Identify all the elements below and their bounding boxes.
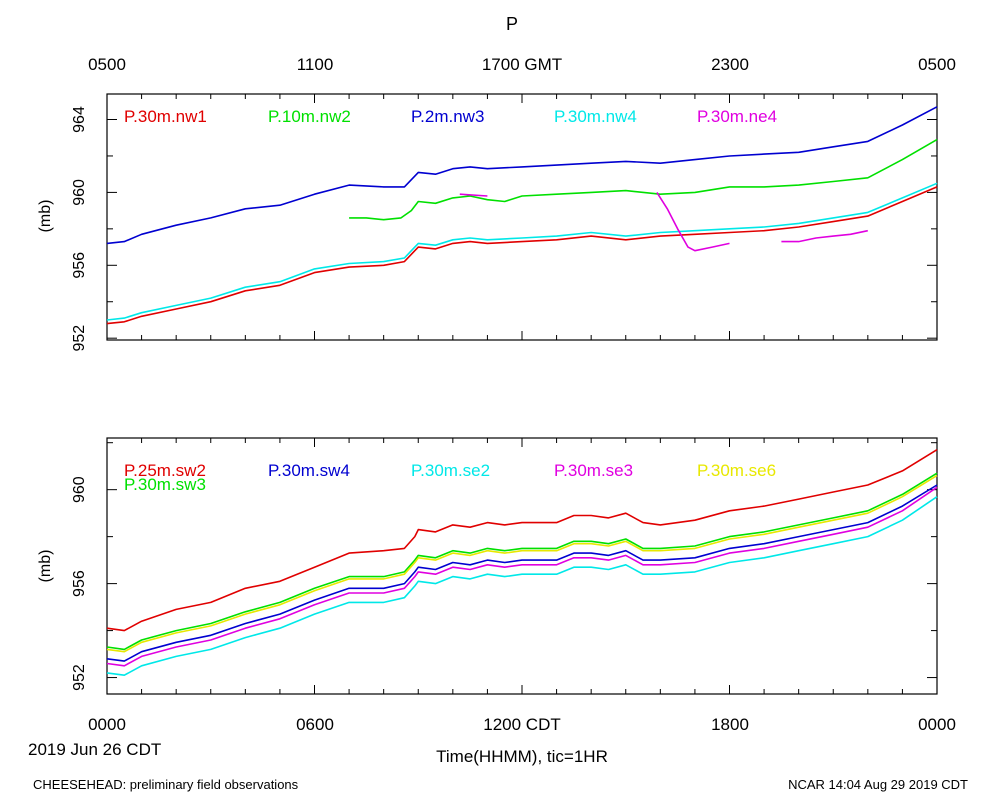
legend-entry: P.30m.se3 <box>554 461 633 480</box>
y-tick-label: 956 <box>71 252 88 279</box>
top-axis-tick-label: 1700 GMT <box>482 55 562 74</box>
series-line <box>106 106 938 245</box>
bottom-axis-tick-label: 1800 <box>711 715 749 734</box>
footer-right: NCAR 14:04 Aug 29 2019 CDT <box>788 777 968 792</box>
bottom-axis-tick-label: 0000 <box>88 715 126 734</box>
top-axis-tick-label: 0500 <box>88 55 126 74</box>
bottom-axis-tick-label: 1200 CDT <box>483 715 560 734</box>
x-axis-label: Time(HHMM), tic=1HR <box>436 747 608 766</box>
legend-entry: P.30m.ne4 <box>697 107 777 126</box>
series-line <box>781 229 868 243</box>
y-tick-label: 952 <box>71 664 88 691</box>
legend-entry: P.10m.nw2 <box>268 107 351 126</box>
y-tick-label: 960 <box>71 179 88 206</box>
y-tick-label: 964 <box>71 106 88 133</box>
legend-entry: P.30m.nw4 <box>554 107 637 126</box>
series-line <box>106 182 938 321</box>
legend-entry: P.30m.se6 <box>697 461 776 480</box>
date-label: 2019 Jun 26 CDT <box>28 740 161 759</box>
legend-entry: P.30m.sw3 <box>124 475 206 494</box>
legend-entry: P.30m.se2 <box>411 461 490 480</box>
y-axis-label: (mb) <box>37 200 54 233</box>
series-line <box>106 186 938 325</box>
series-line <box>106 484 938 662</box>
legend-entry: P.2m.nw3 <box>411 107 484 126</box>
series-line <box>106 486 938 667</box>
series-line <box>656 191 730 252</box>
top-axis-tick-label: 0500 <box>918 55 956 74</box>
legend-entry: P.30m.nw1 <box>124 107 207 126</box>
series-line <box>106 474 938 653</box>
series-line <box>106 496 938 676</box>
chart-title: P <box>506 14 518 34</box>
series-line <box>349 138 938 221</box>
y-tick-label: 960 <box>71 476 88 503</box>
legend-entry: P.25m.sw2 <box>124 461 206 480</box>
top-panel: (mb) 952 956 960 964 P.30m.nw1 P.10m.nw2 P.2m.… <box>37 93 938 352</box>
y-tick-label: 952 <box>71 325 88 352</box>
top-axis-tick-label: 1100 <box>297 55 334 74</box>
bottom-axis-tick-label: 0000 <box>918 715 956 734</box>
footer-left: CHEESEHEAD: preliminary field observatio… <box>33 777 299 792</box>
series-line <box>106 472 938 651</box>
bottom-axis-tick-label: 0600 <box>296 715 334 734</box>
y-tick-label: 956 <box>71 570 88 597</box>
legend-entry: P.30m.sw4 <box>268 461 350 480</box>
series-line <box>106 449 938 632</box>
y-axis-label: (mb) <box>37 550 54 583</box>
series-line <box>459 193 488 197</box>
top-axis-tick-label: 2300 <box>711 55 749 74</box>
